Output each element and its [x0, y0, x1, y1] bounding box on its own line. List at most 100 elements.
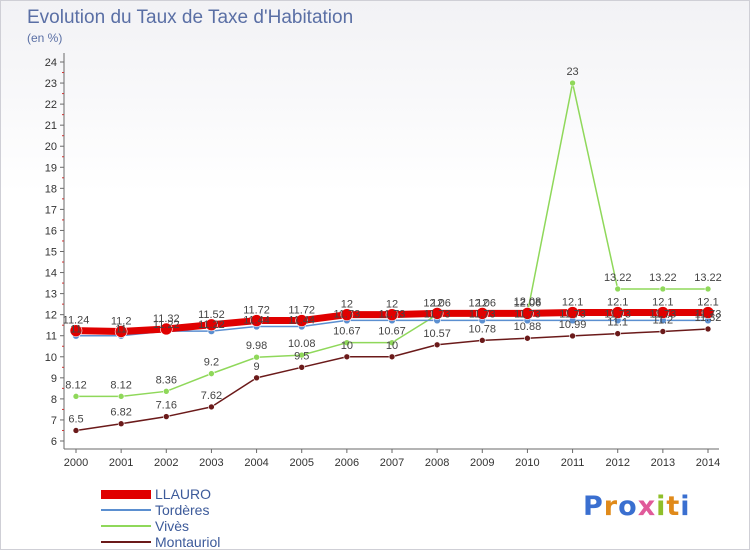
- x-tick-label: 2000: [64, 457, 88, 469]
- x-tick-label: 2011: [561, 457, 585, 469]
- data-label: 10.08: [288, 338, 316, 350]
- data-label: 11.73: [559, 308, 586, 320]
- data-point: [475, 307, 489, 320]
- data-label: 10.67: [333, 326, 361, 338]
- legend-item-torderes[interactable]: Tordères: [101, 502, 220, 518]
- data-point: [162, 413, 170, 420]
- proxiti-logo: Proxiti: [583, 491, 691, 522]
- data-point: [569, 332, 576, 340]
- data-label: 12: [386, 299, 398, 311]
- chart-subtitle: (en %): [27, 31, 63, 45]
- x-tick-label: 2014: [696, 457, 720, 469]
- data-point: [250, 314, 263, 327]
- data-label: 12.06: [469, 297, 497, 309]
- y-tick-label: 16: [45, 225, 57, 237]
- data-label: 10.67: [378, 326, 406, 338]
- x-tick-label: 2008: [425, 457, 449, 469]
- data-point: [611, 306, 625, 319]
- data-label: 6.82: [110, 407, 131, 419]
- data-point: [388, 353, 396, 361]
- data-point: [659, 328, 667, 335]
- data-label: 11.73: [649, 308, 676, 320]
- x-tick-label: 2012: [605, 457, 629, 469]
- data-label: 11: [70, 324, 81, 336]
- logo-letter: o: [618, 491, 638, 522]
- x-tick-label: 2009: [470, 457, 494, 469]
- data-point: [524, 334, 531, 342]
- legend-item-llauro[interactable]: LLAURO: [101, 486, 220, 502]
- y-tick-label: 20: [45, 141, 57, 153]
- chart-title: Evolution du Taux de Taxe d'Habitation: [27, 7, 354, 28]
- data-label: 11.1: [607, 317, 628, 329]
- data-label: 11.2: [111, 316, 132, 328]
- data-label: 10: [341, 340, 353, 352]
- data-label: 12.08: [514, 296, 542, 308]
- data-label: 7.16: [156, 400, 177, 412]
- y-tick-label: 24: [45, 57, 57, 69]
- legend-label-torderes: Tordères: [155, 502, 210, 518]
- data-label: 11.73: [695, 308, 722, 320]
- legend-swatch-torderes: [101, 509, 151, 511]
- data-point: [656, 306, 670, 319]
- y-tick-label: 10: [45, 352, 57, 364]
- data-point: [253, 353, 260, 361]
- data-point: [430, 307, 444, 320]
- data-label: 11.72: [288, 305, 315, 317]
- legend: LLAURO Tordères Vivès Montauriol: [101, 486, 220, 550]
- y-tick-label: 13: [45, 289, 57, 301]
- data-point: [114, 325, 128, 338]
- data-point: [117, 420, 125, 428]
- data-label: 13.22: [604, 272, 632, 284]
- y-tick-label: 6: [51, 436, 57, 448]
- legend-swatch-montauriol: [101, 541, 151, 543]
- data-point: [340, 308, 354, 321]
- legend-label-vives: Vivès: [155, 518, 189, 534]
- legend-item-vives[interactable]: Vivès: [101, 518, 220, 534]
- data-point: [298, 364, 306, 371]
- y-tick-label: 11: [46, 331, 57, 343]
- y-tick-label: 22: [45, 99, 57, 111]
- data-point: [569, 79, 576, 87]
- data-label: 11.73: [469, 308, 496, 320]
- y-tick-label: 19: [45, 162, 57, 174]
- data-label: 13.22: [694, 272, 722, 284]
- data-label: 10.78: [469, 323, 497, 335]
- y-tick-label: 14: [45, 268, 57, 280]
- logo-letter: i: [656, 491, 667, 522]
- x-tick-label: 2002: [154, 457, 178, 469]
- legend-swatch-llauro: [101, 490, 151, 499]
- data-label: 13.22: [649, 272, 677, 284]
- x-tick-label: 2005: [289, 457, 313, 469]
- data-label: 9.2: [204, 357, 219, 369]
- data-label: 6.5: [68, 413, 83, 425]
- data-label: 11: [115, 324, 126, 336]
- data-label: 9.98: [246, 340, 267, 352]
- data-label: 11.73: [604, 308, 631, 320]
- y-tick-label: 15: [45, 247, 57, 259]
- data-point: [343, 339, 351, 346]
- y-tick-label: 23: [45, 78, 57, 90]
- data-label: 9: [254, 361, 260, 373]
- data-label: 12.1: [697, 297, 718, 309]
- data-point: [117, 393, 125, 400]
- data-label: 8.12: [110, 379, 131, 391]
- data-point: [433, 341, 441, 349]
- data-label: 12: [341, 299, 353, 311]
- data-point: [298, 351, 306, 359]
- y-tick-label: 9: [51, 373, 57, 385]
- legend-item-montauriol[interactable]: Montauriol: [101, 534, 220, 550]
- x-tick-label: 2004: [244, 457, 268, 469]
- data-label: 11.73: [379, 308, 406, 320]
- data-label: 11.22: [153, 319, 180, 331]
- data-point: [208, 403, 215, 411]
- data-point: [162, 388, 170, 395]
- x-tick-label: 2006: [335, 457, 359, 469]
- data-point: [478, 337, 486, 344]
- y-tick-label: 12: [45, 310, 57, 322]
- data-label: 12.1: [652, 297, 673, 309]
- data-point: [614, 285, 622, 293]
- y-tick-label: 8: [51, 394, 57, 406]
- data-label: 8.12: [65, 379, 86, 391]
